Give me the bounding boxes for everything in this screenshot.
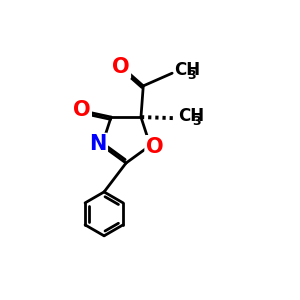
- Text: N: N: [89, 134, 106, 154]
- Text: O: O: [73, 100, 90, 120]
- Text: 3: 3: [192, 115, 201, 128]
- Text: CH: CH: [174, 61, 200, 80]
- Text: O: O: [112, 57, 130, 77]
- Text: O: O: [146, 136, 164, 157]
- Text: 3: 3: [188, 69, 196, 82]
- Text: CH: CH: [178, 107, 205, 125]
